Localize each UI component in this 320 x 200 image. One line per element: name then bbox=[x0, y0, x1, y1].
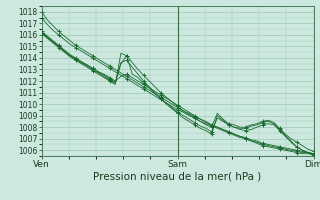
X-axis label: Pression niveau de la mer( hPa ): Pression niveau de la mer( hPa ) bbox=[93, 172, 262, 182]
